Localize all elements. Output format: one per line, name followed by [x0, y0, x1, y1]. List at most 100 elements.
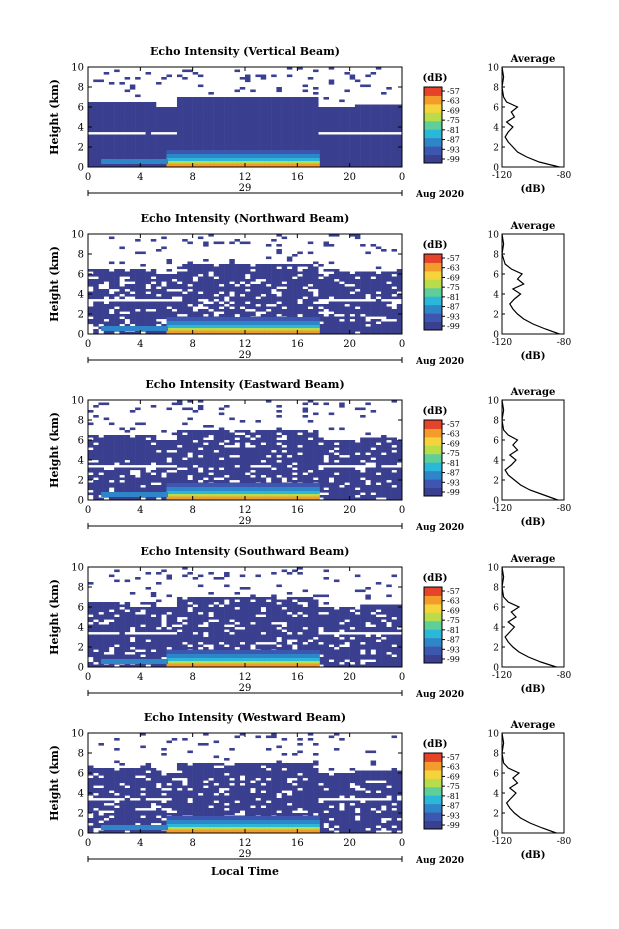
heatmap-cell — [178, 328, 183, 331]
heatmap-cell — [370, 162, 377, 165]
heatmap-cell — [208, 234, 214, 237]
heatmap-cell — [313, 261, 319, 265]
heatmap-cell — [98, 117, 104, 120]
heatmap-cell — [108, 326, 114, 331]
y-axis-label: Height (km) — [48, 246, 61, 322]
heatmap-cell — [129, 482, 136, 486]
heatmap-cell — [182, 321, 187, 325]
heatmap-cell — [229, 462, 235, 466]
heatmap-cell — [318, 477, 324, 481]
heatmap-cell — [98, 296, 104, 300]
heatmap-cell — [213, 475, 220, 478]
heatmap-cell — [135, 276, 141, 280]
heatmap-cell — [370, 450, 377, 453]
heatmap-cell — [370, 487, 377, 491]
heatmap-cell — [161, 147, 167, 150]
heatmap-cell — [145, 455, 152, 458]
heatmap-cell — [307, 107, 314, 110]
heatmap-cell — [237, 158, 242, 161]
heatmap-cell — [98, 119, 104, 123]
heatmap-cell — [292, 480, 298, 483]
heatmap-cell — [150, 304, 157, 307]
heatmap-cell — [370, 289, 377, 292]
heatmap-cell — [271, 314, 277, 317]
heatmap-cell — [129, 304, 136, 307]
heatmap-cell — [302, 122, 309, 125]
heatmap-cell — [370, 495, 377, 498]
heatmap-cell — [119, 487, 125, 491]
heatmap-cell — [205, 325, 210, 328]
heatmap-cell — [286, 134, 293, 138]
heatmap-cell — [108, 296, 115, 300]
heatmap-cell — [288, 317, 293, 321]
heatmap-cell — [360, 107, 366, 110]
heatmap-cell — [108, 129, 115, 133]
heatmap-cell — [218, 102, 225, 105]
heatmap-cell — [349, 301, 356, 305]
heatmap-cell — [344, 129, 350, 133]
heatmap-cell — [119, 137, 125, 140]
heatmap-cell — [292, 97, 298, 100]
heatmap-cell — [135, 107, 141, 110]
heatmap-cell — [213, 154, 218, 158]
heatmap-cell — [224, 124, 230, 128]
heatmap-cell — [260, 430, 267, 433]
heatmap-cell — [354, 316, 361, 320]
heatmap-cell — [108, 485, 115, 488]
heatmap-cell — [190, 317, 195, 321]
heatmap-cell — [203, 102, 209, 105]
heatmap-cell — [156, 296, 162, 300]
heatmap-cell — [339, 450, 345, 453]
heatmap-cell — [192, 134, 199, 138]
heatmap-cell — [190, 328, 195, 331]
heatmap-cell — [119, 331, 125, 334]
heatmap-cell — [124, 157, 131, 160]
heatmap-cell — [365, 134, 371, 138]
heatmap-cell — [103, 102, 110, 105]
heatmap-cell — [229, 309, 235, 312]
heatmap-cell — [218, 445, 225, 448]
heatmap-cell — [365, 284, 371, 287]
heatmap-cell — [208, 447, 214, 451]
heatmap-cell — [375, 455, 382, 458]
heatmap-cell — [218, 241, 225, 245]
heatmap-cell — [124, 104, 131, 108]
heatmap-cell — [108, 475, 115, 478]
heatmap-cell — [88, 410, 94, 413]
heatmap-cell — [299, 163, 305, 167]
heatmap-cell — [302, 304, 309, 307]
average-x-tick-label: -120 — [492, 171, 512, 181]
heatmap-cell — [224, 269, 230, 272]
heatmap-cell — [161, 306, 167, 310]
heatmap-cell — [360, 284, 366, 287]
heatmap-cell — [229, 264, 235, 267]
heatmap-cell — [297, 281, 303, 285]
heatmap-cell — [108, 261, 115, 265]
heatmap-cell — [370, 134, 377, 138]
heatmap-cell — [271, 440, 277, 443]
heatmap-cell — [386, 284, 392, 287]
heatmap-cell — [344, 442, 350, 446]
heatmap-cell — [265, 144, 272, 148]
heatmap-cell — [103, 470, 110, 473]
heatmap-cell — [239, 99, 246, 103]
heatmap-cell — [375, 279, 382, 282]
heatmap-cell — [166, 147, 172, 150]
heatmap-cell — [396, 129, 402, 133]
heatmap-cell — [182, 150, 187, 154]
heatmap-cell — [135, 239, 141, 242]
heatmap-cell — [150, 475, 157, 478]
panel-3: Echo Intensity (Eastward Beam)0246810Hei… — [48, 378, 572, 533]
heatmap-cell — [255, 430, 261, 433]
heatmap-cell — [218, 437, 225, 441]
heatmap-cell — [114, 102, 120, 105]
panel-2: Echo Intensity (Northward Beam)0246810He… — [48, 212, 572, 367]
heatmap-cell — [108, 497, 115, 500]
heatmap-cell — [402, 297, 407, 300]
heatmap-cell — [386, 112, 392, 115]
heatmap-cell — [307, 455, 314, 458]
heatmap-cell — [176, 134, 183, 138]
heatmap-cell — [391, 437, 398, 441]
heatmap-cell — [328, 119, 335, 123]
heatmap-cell — [192, 266, 199, 270]
